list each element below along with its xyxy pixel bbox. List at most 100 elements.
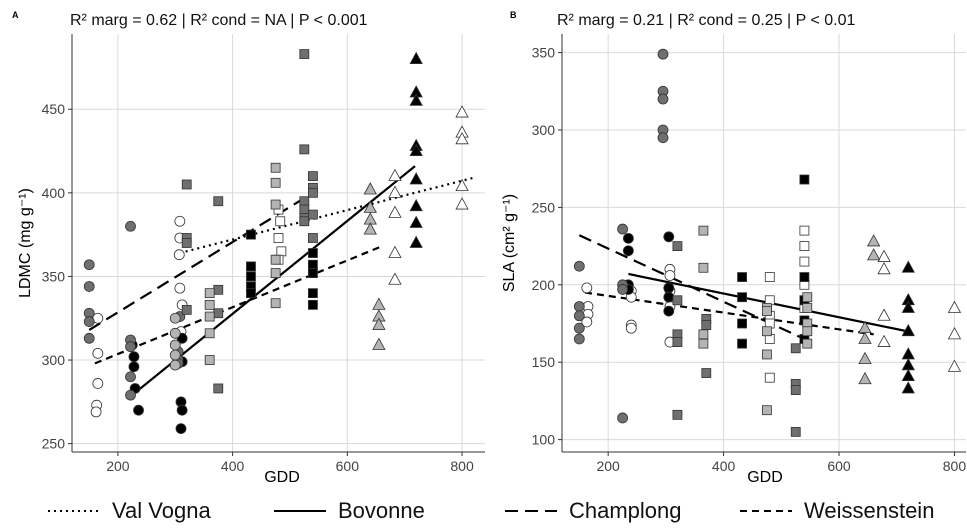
point-weissenstein [204, 355, 215, 365]
point-bovonne [409, 51, 423, 64]
point-weissenstein [761, 349, 772, 360]
panel-b-ylabel: SLA (cm² g⁻¹) [501, 194, 518, 292]
point-bovonne [409, 172, 423, 185]
point-champlong [83, 281, 95, 292]
panel-a-points [83, 49, 469, 434]
point-val-vogna [173, 249, 185, 261]
fit-line-weissenstein [94, 245, 383, 365]
panel-a-tag: A [12, 10, 19, 20]
point-bovonne [737, 272, 747, 282]
point-champlong [125, 341, 136, 353]
point-weissenstein [866, 234, 881, 247]
point-val-vogna [799, 225, 810, 236]
x-tick-label: 400 [712, 458, 736, 474]
x-tick-label: 400 [221, 458, 245, 474]
point-champlong [617, 412, 628, 424]
point-weissenstein [858, 371, 872, 385]
point-val-vogna [455, 178, 469, 192]
point-bovonne [128, 361, 140, 373]
point-val-vogna [388, 168, 402, 182]
point-val-vogna [276, 246, 287, 257]
point-val-vogna [799, 256, 810, 267]
point-bovonne [308, 259, 318, 270]
point-champlong [181, 304, 192, 315]
point-champlong [308, 187, 318, 198]
point-weissenstein [866, 248, 881, 261]
point-bovonne [308, 248, 318, 258]
point-champlong [181, 238, 192, 248]
legend-item-val-vogna: Val Vogna [46, 494, 211, 528]
y-tick-label: 350 [42, 268, 66, 284]
point-weissenstein [204, 288, 215, 299]
point-val-vogna [388, 185, 402, 198]
point-champlong [299, 196, 310, 207]
point-bovonne [901, 368, 915, 382]
point-bovonne [308, 268, 318, 278]
x-tick-label: 800 [450, 458, 474, 474]
x-tick-label: 600 [827, 458, 851, 474]
point-bovonne [622, 245, 634, 257]
point-champlong [657, 48, 669, 60]
point-val-vogna [764, 372, 775, 383]
x-tick-label: 200 [596, 458, 620, 474]
point-val-vogna [664, 270, 676, 281]
point-bovonne [409, 235, 423, 248]
point-val-vogna [947, 327, 962, 340]
point-champlong [308, 171, 318, 182]
point-val-vogna [273, 233, 284, 243]
point-weissenstein [761, 306, 772, 317]
point-bovonne [663, 231, 675, 243]
point-weissenstein [169, 349, 181, 361]
point-val-vogna [388, 272, 402, 285]
point-val-vogna [92, 347, 104, 359]
point-champlong [790, 343, 801, 354]
point-val-vogna [877, 261, 891, 275]
point-bovonne [246, 288, 256, 299]
point-bovonne [799, 272, 810, 282]
point-val-vogna [455, 197, 469, 210]
point-val-vogna [581, 316, 593, 328]
point-champlong [573, 301, 585, 312]
point-champlong [299, 204, 310, 215]
panel-b-axes: 200 400 600 800 100 150 200 250 300 350 [532, 34, 967, 474]
point-bovonne [409, 143, 423, 156]
point-weissenstein [698, 329, 709, 340]
point-val-vogna [581, 282, 593, 294]
point-bovonne [133, 404, 144, 416]
point-val-vogna [275, 216, 286, 227]
point-val-vogna [947, 300, 962, 313]
point-bovonne [176, 404, 188, 416]
point-val-vogna [877, 249, 891, 262]
point-weissenstein [761, 326, 772, 337]
point-bovonne [901, 260, 915, 273]
point-bovonne [175, 423, 187, 434]
point-bovonne [246, 271, 256, 282]
point-weissenstein [204, 299, 215, 310]
point-bovonne [409, 93, 423, 106]
y-tick-label: 250 [532, 199, 556, 215]
point-bovonne [308, 288, 318, 299]
panel-a-title: R² marg = 0.62 | R² cond = NA | P < 0.00… [70, 12, 368, 29]
point-champlong [790, 426, 801, 437]
point-champlong [83, 332, 95, 344]
x-tick-label: 200 [106, 458, 130, 474]
y-tick-label: 450 [42, 101, 66, 117]
point-champlong [657, 132, 669, 144]
point-bovonne [901, 323, 915, 337]
point-val-vogna [455, 105, 469, 118]
legend-label-champlong: Champlong [569, 498, 682, 523]
point-weissenstein [802, 292, 813, 303]
point-champlong [617, 284, 628, 295]
point-val-vogna [764, 272, 775, 282]
point-bovonne [663, 291, 675, 303]
point-champlong [573, 260, 585, 272]
point-bovonne [409, 215, 423, 228]
point-bovonne [246, 229, 256, 240]
point-weissenstein [858, 331, 872, 344]
point-champlong [657, 93, 669, 105]
point-champlong [299, 144, 310, 155]
panel-b-points [573, 48, 962, 437]
point-weissenstein [270, 268, 281, 278]
fit-line-champlong [88, 191, 314, 331]
x-tick-label: 800 [943, 458, 967, 474]
